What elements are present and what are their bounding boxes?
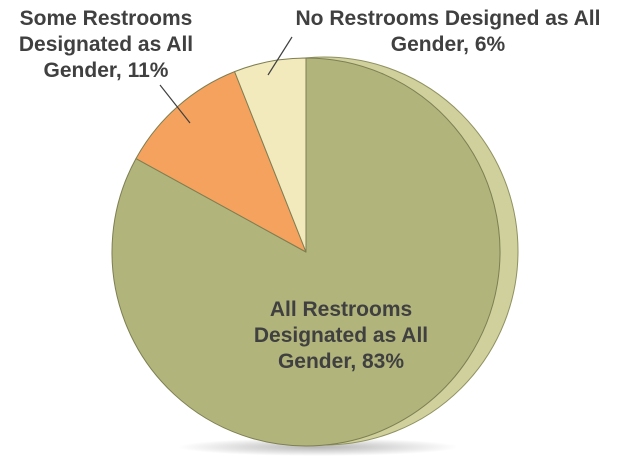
label-no-restrooms: No Restrooms Designed as All Gender, 6% <box>295 7 601 56</box>
leader-line-none <box>267 36 293 76</box>
leader-line-some <box>159 84 191 124</box>
label-some-restrooms: Some Restrooms Designated as All Gender,… <box>18 7 194 82</box>
label-all-restrooms: All Restrooms Designated as All Gender, … <box>253 298 429 373</box>
pie-shadow <box>178 438 458 456</box>
slice-no-restrooms <box>234 57 307 253</box>
